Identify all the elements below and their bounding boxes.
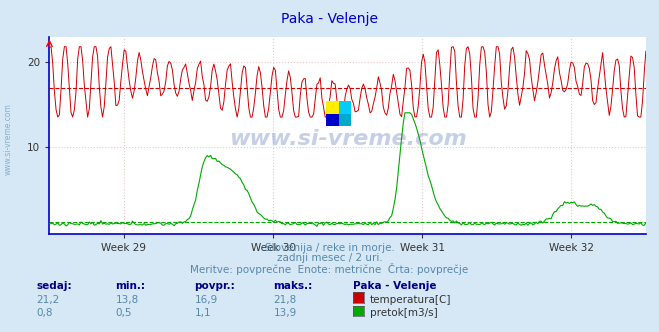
Text: min.:: min.: <box>115 281 146 290</box>
Text: temperatura[C]: temperatura[C] <box>370 295 451 305</box>
Text: Paka - Velenje: Paka - Velenje <box>281 12 378 26</box>
Text: 16,9: 16,9 <box>194 295 217 305</box>
Text: 0,8: 0,8 <box>36 308 53 318</box>
Text: pretok[m3/s]: pretok[m3/s] <box>370 308 438 318</box>
Text: povpr.:: povpr.: <box>194 281 235 290</box>
Text: maks.:: maks.: <box>273 281 313 290</box>
Text: 1,1: 1,1 <box>194 308 211 318</box>
Text: Paka - Velenje: Paka - Velenje <box>353 281 436 290</box>
Text: 13,8: 13,8 <box>115 295 138 305</box>
Bar <box>326 114 339 126</box>
Text: 13,9: 13,9 <box>273 308 297 318</box>
Text: www.si-vreme.com: www.si-vreme.com <box>3 104 13 175</box>
Text: Meritve: povprečne  Enote: metrične  Črta: povprečje: Meritve: povprečne Enote: metrične Črta:… <box>190 263 469 275</box>
Bar <box>326 101 339 114</box>
Text: 0,5: 0,5 <box>115 308 132 318</box>
Text: sedaj:: sedaj: <box>36 281 72 290</box>
Text: Slovenija / reke in morje.: Slovenija / reke in morje. <box>264 243 395 253</box>
Bar <box>339 101 351 114</box>
Text: zadnji mesec / 2 uri.: zadnji mesec / 2 uri. <box>277 253 382 263</box>
Text: www.si-vreme.com: www.si-vreme.com <box>229 129 467 149</box>
Text: 21,2: 21,2 <box>36 295 59 305</box>
Text: 21,8: 21,8 <box>273 295 297 305</box>
Bar <box>339 114 351 126</box>
